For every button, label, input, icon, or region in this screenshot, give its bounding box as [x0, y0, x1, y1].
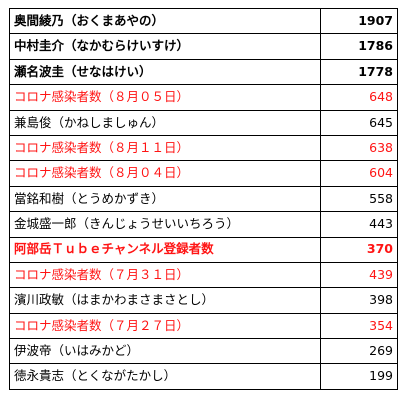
table-row: 瀬名波圭（せなはけい） 1778: [9, 58, 398, 86]
table-row: コロナ感染者数（８月０５日） 648: [9, 84, 398, 111]
value-cell[interactable]: 398: [320, 287, 398, 314]
name-cell[interactable]: 中村圭介（なかむらけいすけ）: [9, 33, 321, 60]
name-cell[interactable]: コロナ感染者数（７月２７日）: [9, 312, 321, 340]
value-cell[interactable]: 370: [320, 236, 398, 263]
table-row: 兼島俊（かねしましゅん） 645: [9, 109, 398, 136]
name-cell[interactable]: 金城盛一郎（きんじょうせいいちろう）: [9, 211, 321, 238]
name-cell[interactable]: コロナ感染者数（８月０４日）: [9, 160, 321, 187]
value-cell[interactable]: 1786: [320, 33, 398, 60]
value-cell[interactable]: 645: [320, 109, 398, 136]
table-row: 徳永貴志（とくながたかし） 199: [9, 363, 398, 390]
name-cell[interactable]: 濱川政敏（はまかわまさまさとし）: [9, 287, 321, 314]
value-cell[interactable]: 199: [320, 363, 398, 390]
value-cell[interactable]: 638: [320, 134, 398, 162]
name-cell[interactable]: 徳永貴志（とくながたかし）: [9, 363, 321, 390]
table-row: 阿部岳Ｔｕｂｅチャンネル登録者数 370: [9, 236, 398, 263]
value-cell[interactable]: 269: [320, 338, 398, 365]
table-row: 濱川政敏（はまかわまさまさとし） 398: [9, 287, 398, 314]
value-cell[interactable]: 443: [320, 211, 398, 238]
name-cell[interactable]: コロナ感染者数（８月０５日）: [9, 84, 321, 111]
table-row: コロナ感染者数（８月１１日） 638: [9, 134, 398, 162]
ranking-table-body: 奥間綾乃（おくまあやの） 1907 中村圭介（なかむらけいすけ） 1786 瀬名…: [9, 7, 398, 390]
name-cell[interactable]: 阿部岳Ｔｕｂｅチャンネル登録者数: [9, 236, 321, 263]
name-cell[interactable]: コロナ感染者数（７月３１日）: [9, 261, 321, 289]
value-cell[interactable]: 1778: [320, 58, 398, 86]
value-cell[interactable]: 648: [320, 84, 398, 111]
name-cell[interactable]: 當銘和樹（とうめかずき）: [9, 185, 321, 213]
table-row: 當銘和樹（とうめかずき） 558: [9, 185, 398, 213]
value-cell[interactable]: 558: [320, 185, 398, 213]
table-row: コロナ感染者数（７月２７日） 354: [9, 312, 398, 340]
value-cell[interactable]: 354: [320, 312, 398, 340]
table-row: 伊波帝（いはみかど） 269: [9, 338, 398, 365]
table-row: 奥間綾乃（おくまあやの） 1907: [9, 7, 398, 35]
value-cell[interactable]: 604: [320, 160, 398, 187]
value-cell[interactable]: 439: [320, 261, 398, 289]
name-cell[interactable]: 伊波帝（いはみかど）: [9, 338, 321, 365]
name-cell[interactable]: 瀬名波圭（せなはけい）: [9, 58, 321, 86]
name-cell[interactable]: コロナ感染者数（８月１１日）: [9, 134, 321, 162]
table-row: 中村圭介（なかむらけいすけ） 1786: [9, 33, 398, 60]
ranking-table: 奥間綾乃（おくまあやの） 1907 中村圭介（なかむらけいすけ） 1786 瀬名…: [9, 7, 398, 390]
name-cell[interactable]: 兼島俊（かねしましゅん）: [9, 109, 321, 136]
table-row: 金城盛一郎（きんじょうせいいちろう） 443: [9, 211, 398, 238]
name-cell[interactable]: 奥間綾乃（おくまあやの）: [9, 7, 321, 35]
table-row: コロナ感染者数（７月３１日） 439: [9, 261, 398, 289]
table-row: コロナ感染者数（８月０４日） 604: [9, 160, 398, 187]
value-cell[interactable]: 1907: [320, 7, 398, 35]
